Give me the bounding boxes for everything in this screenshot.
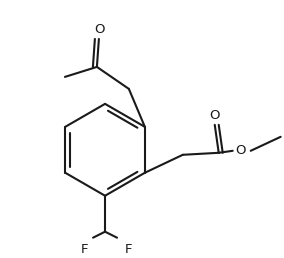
Text: O: O xyxy=(235,144,246,157)
Text: F: F xyxy=(80,243,88,256)
Text: O: O xyxy=(210,109,220,122)
Text: F: F xyxy=(124,243,132,256)
Text: O: O xyxy=(95,23,105,36)
